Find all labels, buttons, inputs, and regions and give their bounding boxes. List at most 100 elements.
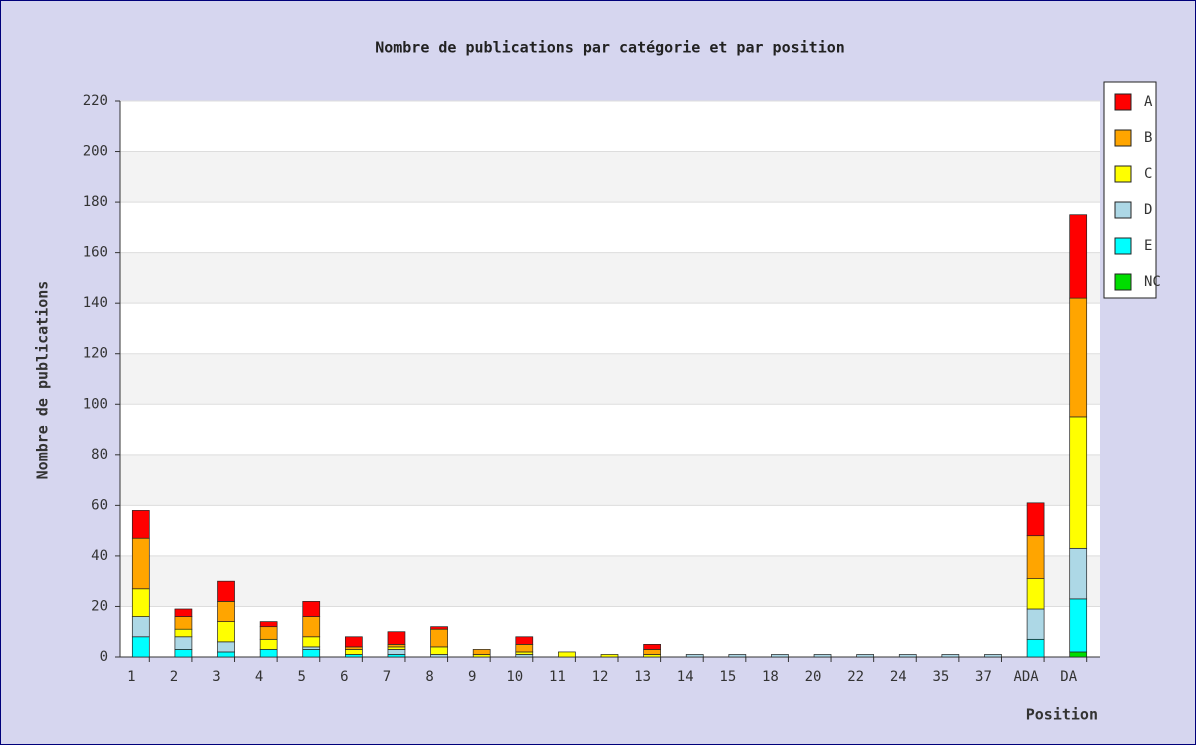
y-tick-label: 220 [83, 93, 108, 109]
bar-segment [430, 626, 448, 630]
x-tick-label: 5 [298, 669, 306, 685]
y-tick-label: 60 [91, 497, 108, 513]
bar-segment [1026, 608, 1045, 640]
bar-segment [387, 649, 406, 655]
x-tick-label: 13 [634, 669, 651, 685]
bar-segment [1026, 502, 1045, 537]
bar-segment [984, 654, 1002, 658]
legend-swatch [1114, 93, 1132, 111]
bar-segment [643, 649, 661, 655]
bar-segment [1069, 598, 1088, 653]
legend-label: D [1144, 202, 1152, 218]
x-tick-label: 20 [805, 669, 822, 685]
bar-segment [685, 654, 704, 658]
bar-segment [259, 621, 278, 628]
legend-label: B [1144, 130, 1152, 146]
bar-segment [856, 654, 875, 658]
bar-segment [344, 649, 363, 655]
bar-segment [941, 654, 960, 658]
bar-segment [344, 646, 363, 650]
bar-segment [728, 654, 747, 658]
x-tick-label: 18 [762, 669, 779, 685]
x-tick-label: 11 [549, 669, 566, 685]
bar-segment [430, 646, 448, 655]
bar-segment [302, 649, 321, 658]
bar-segment [131, 636, 150, 658]
y-tick-label: 200 [83, 144, 108, 160]
bar-segment [1069, 651, 1088, 658]
x-tick-label: 10 [506, 669, 523, 685]
bar-segment [131, 510, 150, 539]
grid-band [120, 353, 1100, 405]
bar-segment [302, 601, 321, 617]
bar-segment [1026, 535, 1045, 580]
y-tick-label: 140 [83, 295, 108, 311]
bar-segment [515, 654, 534, 658]
bar-segment [259, 638, 278, 650]
bar-segment [131, 588, 150, 617]
y-tick-label: 120 [83, 346, 108, 362]
bar-segment [1069, 547, 1088, 600]
grid-band [120, 555, 1100, 607]
bar-segment [387, 646, 406, 650]
legend-swatch [1114, 129, 1132, 147]
y-axis-title: Nombre de publications [34, 281, 52, 480]
bar-segment [174, 649, 193, 658]
bar-segment [131, 616, 150, 638]
bar-segment [515, 644, 534, 653]
bar-segment [217, 601, 235, 622]
bar-segment [387, 631, 406, 645]
legend-label: A [1144, 94, 1153, 110]
y-tick-label: 180 [83, 194, 108, 210]
x-tick-label: DA [1060, 669, 1077, 685]
bar-segment [898, 654, 917, 658]
x-tick-label: 3 [212, 669, 220, 685]
bar-segment [174, 636, 193, 650]
bar-segment [174, 616, 193, 630]
bar-segment [771, 654, 789, 658]
bar-segment [302, 616, 321, 638]
bar-segment [344, 636, 363, 648]
bar-segment [643, 654, 661, 658]
x-tick-label: 8 [425, 669, 433, 685]
bar-segment [217, 580, 235, 602]
bar-segment [515, 636, 534, 645]
legend-swatch [1114, 273, 1132, 291]
bar-segment [131, 537, 150, 590]
x-tick-label: 4 [255, 669, 263, 685]
bar-segment [174, 628, 193, 638]
bar-segment [217, 651, 235, 658]
y-tick-label: 100 [83, 396, 108, 412]
y-tick-label: 40 [91, 548, 108, 564]
bar-segment [387, 644, 406, 648]
x-tick-label: 14 [677, 669, 694, 685]
bar-segment [344, 654, 363, 658]
bar-segment [643, 644, 661, 650]
bar-segment [174, 608, 193, 617]
x-tick-label: 15 [719, 669, 736, 685]
bar-segment [430, 628, 448, 648]
y-tick-label: 160 [83, 245, 108, 261]
grid-band [120, 454, 1100, 506]
x-tick-label: 24 [890, 669, 907, 685]
bar-segment [472, 654, 491, 658]
x-axis-title: Position [1026, 706, 1098, 724]
grid-band [120, 151, 1100, 203]
bar-segment [430, 654, 448, 658]
bar-segment [259, 626, 278, 640]
bar-segment [515, 651, 534, 655]
bar-segment [1069, 297, 1088, 418]
y-tick-label: 20 [91, 598, 108, 614]
bar-segment [259, 649, 278, 658]
chart-title: Nombre de publications par catégorie et … [375, 39, 845, 57]
legend-label: E [1144, 238, 1152, 254]
x-tick-label: 2 [170, 669, 178, 685]
legend-swatch [1114, 201, 1132, 219]
legend-swatch [1114, 165, 1132, 183]
bar-segment [1069, 214, 1088, 299]
bar-segment [302, 636, 321, 648]
grid-band [120, 252, 1100, 304]
x-tick-label: ADA [1013, 669, 1039, 685]
y-tick-label: 80 [91, 447, 108, 463]
